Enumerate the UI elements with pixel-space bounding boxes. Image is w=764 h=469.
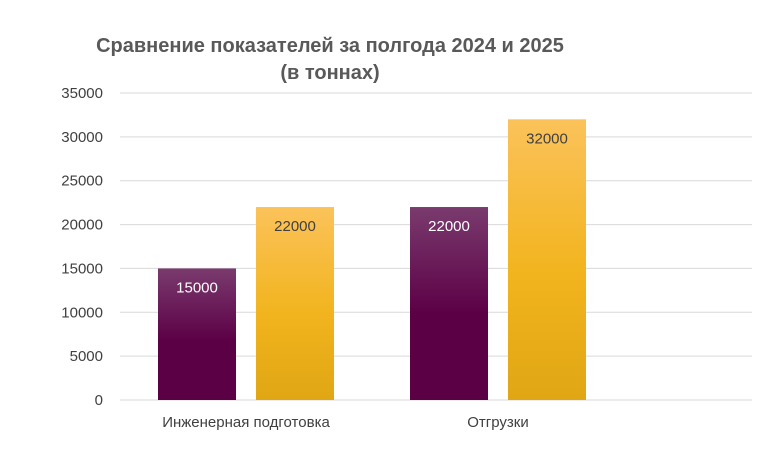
y-tick-label: 35000 [61, 85, 103, 102]
y-tick-label: 30000 [61, 129, 103, 146]
bar [256, 207, 334, 400]
x-category-label: Инженерная подготовка [162, 414, 330, 431]
data-label: 15000 [176, 279, 218, 296]
x-category-label: Отгрузки [467, 414, 529, 431]
y-tick-label: 25000 [61, 173, 103, 190]
chart-subtitle: (в тоннах) [280, 62, 380, 84]
y-tick-label: 20000 [61, 217, 103, 234]
chart-title: Сравнение показателей за полгода 2024 и … [96, 35, 564, 57]
y-tick-label: 0 [95, 392, 103, 409]
y-tick-label: 5000 [70, 348, 103, 365]
y-tick-label: 15000 [61, 260, 103, 277]
bar [158, 268, 236, 400]
bar [508, 119, 586, 401]
data-label: 22000 [428, 218, 470, 235]
data-label: 22000 [274, 218, 316, 235]
data-label: 32000 [526, 130, 568, 147]
y-tick-label: 10000 [61, 304, 103, 321]
bar [410, 207, 488, 400]
